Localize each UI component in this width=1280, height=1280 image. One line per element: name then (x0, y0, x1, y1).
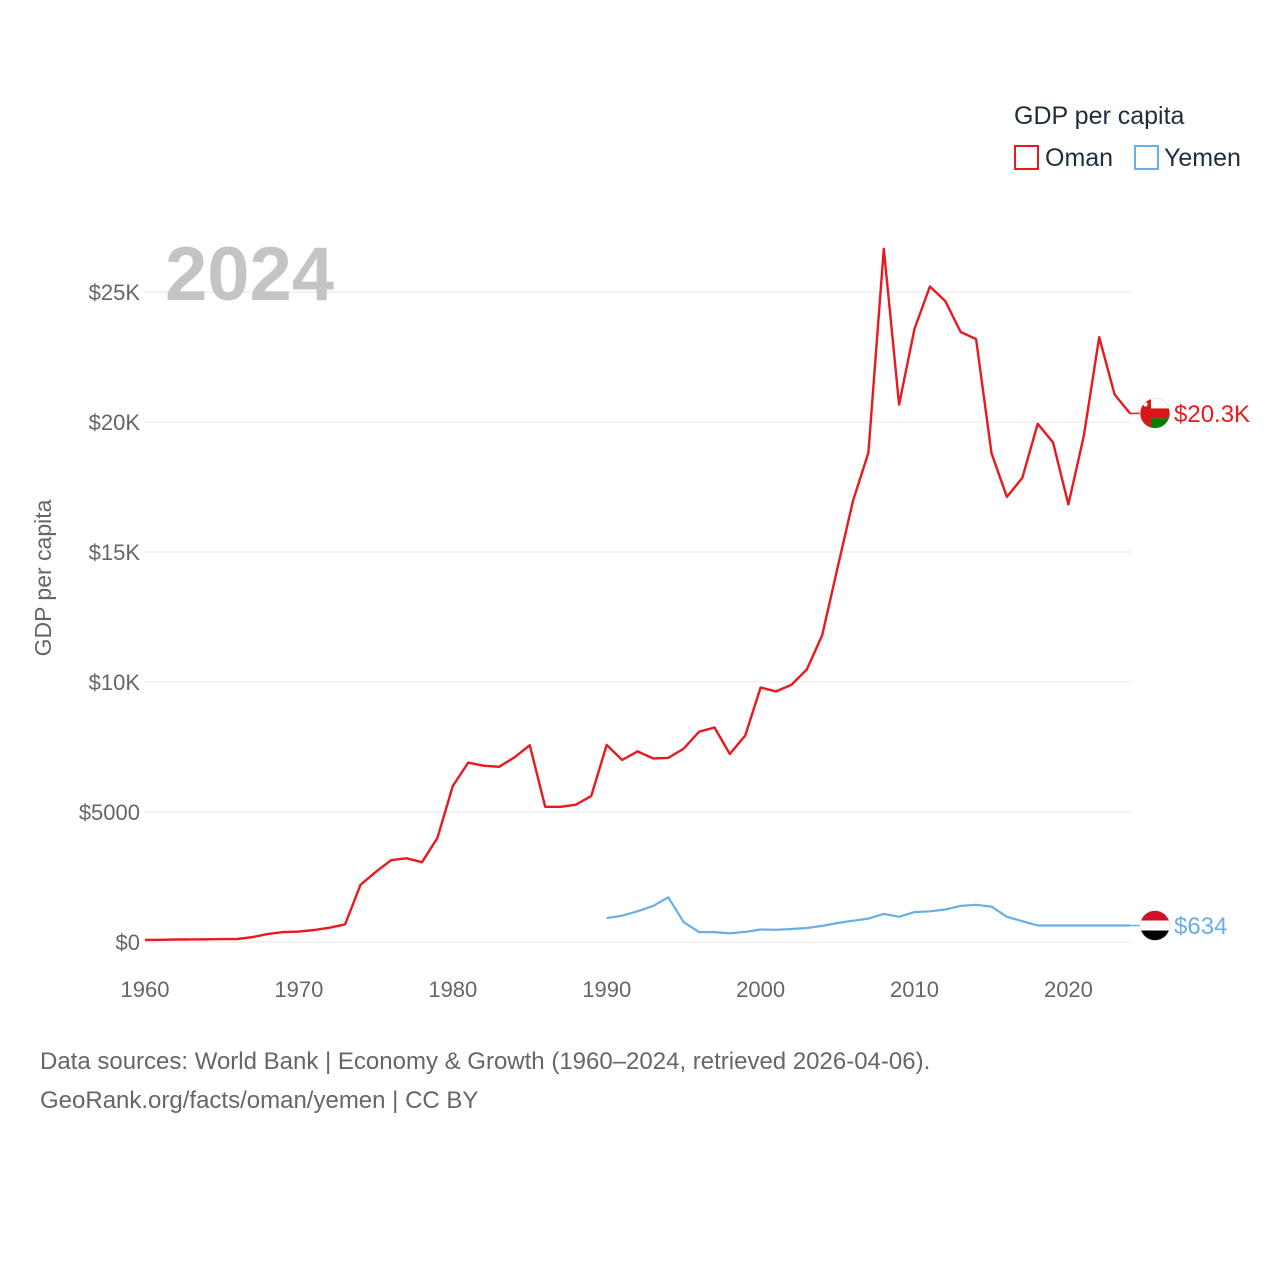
legend-title: GDP per capita (1014, 102, 1185, 130)
y-axis-ticks: $0 $5000 $10K $15K $20K $25K (79, 280, 141, 955)
series-lines (144, 247, 1131, 942)
y-tick-label: $25K (89, 280, 141, 305)
y-axis-label: GDP per capita (30, 499, 56, 656)
legend: GDP per capita Oman Yemen (1014, 102, 1241, 172)
gridlines (145, 291, 1130, 943)
series-line-oman[interactable] (144, 247, 1131, 942)
legend-entry-oman[interactable]: Oman (1014, 144, 1113, 172)
end-value-label-oman: $20.3K (1174, 401, 1250, 428)
x-tick-label: 2010 (890, 977, 939, 1002)
x-tick-label: 1990 (582, 977, 631, 1002)
legend-label-oman: Oman (1045, 144, 1113, 172)
chart: $0 $5000 $10K $15K $20K $25K 1960 1970 1980 1990… (30, 102, 1250, 1002)
legend-swatch-yemen (1134, 145, 1159, 170)
y-tick-label: $5000 (79, 800, 140, 825)
legend-entry-yemen[interactable]: Yemen (1134, 144, 1241, 172)
y-tick-label: $15K (89, 540, 141, 565)
source-url: GeoRank.org/facts/oman/yemen | CC BY (40, 1087, 479, 1114)
year-label: 2024 (165, 232, 334, 317)
x-tick-label: 1980 (428, 977, 477, 1002)
x-tick-label: 1960 (121, 977, 170, 1002)
x-axis-ticks: 1960 1970 1980 1990 2000 2010 2020 (121, 977, 1093, 1002)
end-value-label-yemen: $634 (1174, 913, 1227, 940)
y-tick-label: $0 (116, 930, 140, 955)
y-tick-label: $20K (89, 410, 141, 435)
series-line-yemen[interactable] (606, 896, 1130, 935)
data-source-note: Data sources: World Bank | Economy & Gro… (40, 1048, 931, 1075)
legend-label-yemen: Yemen (1164, 144, 1241, 172)
x-tick-label: 2020 (1044, 977, 1093, 1002)
yemen-flag-icon (1139, 910, 1171, 941)
series-endpoints: $20.3K $634 (1130, 397, 1250, 941)
footer: Data sources: World Bank | Economy & Gro… (40, 1042, 1240, 1120)
oman-flag-icon (1139, 397, 1171, 429)
legend-swatch-oman (1014, 145, 1039, 170)
x-tick-label: 2000 (736, 977, 785, 1002)
y-tick-label: $10K (89, 670, 141, 695)
x-tick-label: 1970 (274, 977, 323, 1002)
